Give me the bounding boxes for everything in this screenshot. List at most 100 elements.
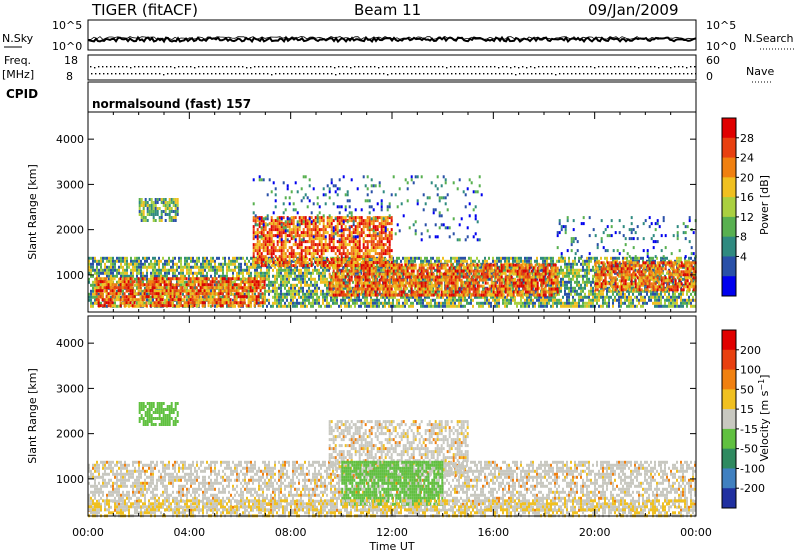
- power-echo-cell: [218, 269, 220, 272]
- power-echo-cell: [357, 288, 359, 291]
- power-echo-cell: [396, 299, 398, 302]
- power-echo-cell: [578, 287, 580, 290]
- power-echo-cell: [196, 260, 198, 263]
- freq-point: [578, 66, 579, 67]
- power-echo-cell: [574, 269, 576, 272]
- power-echo-cell: [314, 281, 316, 284]
- power-echo-cell: [341, 279, 343, 282]
- power-echo-cell: [134, 292, 136, 295]
- power-echo-cell: [294, 284, 296, 287]
- power-echo-cell: [212, 280, 214, 283]
- power-echo-cell: [580, 293, 582, 296]
- freq-point: [222, 66, 223, 67]
- power-echo-cell: [236, 301, 238, 304]
- power-echo-cell: [144, 292, 146, 295]
- power-echo-cell: [150, 280, 152, 283]
- power-echo-cell: [542, 302, 544, 305]
- power-echo-cell: [108, 266, 110, 269]
- freq-point: [218, 66, 219, 67]
- power-echo-cell: [343, 285, 345, 288]
- power-echo-cell: [586, 272, 588, 275]
- power-echo-cell: [266, 290, 268, 293]
- power-echo-cell: [210, 266, 212, 269]
- power-echo-cell: [302, 299, 304, 302]
- power-echo-cell: [288, 275, 290, 278]
- power-echo-cell: [359, 276, 361, 279]
- power-echo-cell: [190, 269, 192, 272]
- power-echo-cell: [488, 302, 490, 305]
- power-echo-cell: [210, 292, 212, 295]
- power-echo-cell: [104, 298, 106, 301]
- power-echo-cell: [382, 302, 384, 305]
- power-echo-cell: [300, 275, 302, 278]
- power-echo-cell: [560, 278, 562, 281]
- power-echo-cell: [586, 296, 588, 299]
- power-echo-cell: [168, 304, 170, 307]
- power-echo-cell: [136, 269, 138, 272]
- power-echo-cell: [360, 302, 362, 305]
- power-echo-cell: [690, 293, 692, 296]
- power-echo-cell: [406, 299, 408, 302]
- power-echo-cell: [550, 299, 552, 302]
- nave-point: [615, 73, 616, 74]
- power-echo-cell: [140, 295, 142, 298]
- power-echo-cell: [578, 269, 580, 272]
- power-echo-cell: [190, 298, 192, 301]
- power-echo-cell: [172, 298, 174, 301]
- power-echo-cell: [178, 292, 180, 295]
- power-echo-cell: [584, 275, 586, 278]
- nave-point: [207, 73, 208, 74]
- power-echo-cell: [360, 305, 362, 308]
- power-echo-cell: [558, 260, 560, 263]
- power-echo-cell: [310, 290, 312, 293]
- power-echo-cell: [618, 296, 620, 299]
- freq-point: [570, 66, 571, 67]
- power-echo-cell: [234, 301, 236, 304]
- power-echo-cell: [114, 304, 116, 307]
- power-echo-cell: [329, 276, 331, 279]
- power-echo-cell: [154, 283, 156, 286]
- power-echo-cell: [444, 299, 446, 302]
- power-echo-cell: [306, 296, 308, 299]
- freq-point: [566, 66, 567, 67]
- power-echo-cell: [628, 302, 630, 305]
- power-echo-cell: [280, 296, 282, 299]
- power-echo-cell: [106, 277, 108, 280]
- power-echo-cell: [347, 279, 349, 282]
- power-echo-cell: [488, 257, 490, 260]
- power-echo-cell: [282, 284, 284, 287]
- nave-point: [235, 73, 236, 74]
- power-echo-cell: [178, 260, 180, 263]
- power-echo-cell: [588, 281, 590, 284]
- power-echo-cell: [300, 290, 302, 293]
- power-echo-cell: [252, 298, 254, 301]
- power-echo-cell: [361, 291, 363, 294]
- power-echo-cell: [302, 281, 304, 284]
- power-echo-cell: [154, 292, 156, 295]
- power-echo-cell: [320, 272, 322, 275]
- power-echo-cell: [180, 263, 182, 266]
- power-echo-cell: [142, 283, 144, 286]
- power-echo-cell: [614, 257, 616, 260]
- power-echo-cell: [618, 293, 620, 296]
- power-echo-cell: [268, 290, 270, 293]
- power-echo-cell: [576, 284, 578, 287]
- power-echo-cell: [598, 296, 600, 299]
- nave-point: [663, 73, 664, 74]
- power-echo-cell: [116, 305, 118, 308]
- power-echo-cell: [200, 272, 202, 275]
- power-echo-cell: [232, 286, 234, 289]
- nave-point: [239, 73, 240, 74]
- power-echo-cell: [363, 267, 365, 270]
- power-echo-cell: [110, 269, 112, 272]
- power-echo-cell: [602, 293, 604, 296]
- power-echo-cell: [361, 282, 363, 285]
- power-echo-cell: [320, 305, 322, 308]
- freq-point: [466, 66, 467, 67]
- power-echo-cell: [228, 257, 230, 260]
- power-echo-cell: [120, 260, 122, 263]
- freq-point: [646, 66, 647, 67]
- power-echo-cell: [100, 286, 102, 289]
- power-echo-cell: [349, 276, 351, 279]
- power-echo-cell: [596, 257, 598, 260]
